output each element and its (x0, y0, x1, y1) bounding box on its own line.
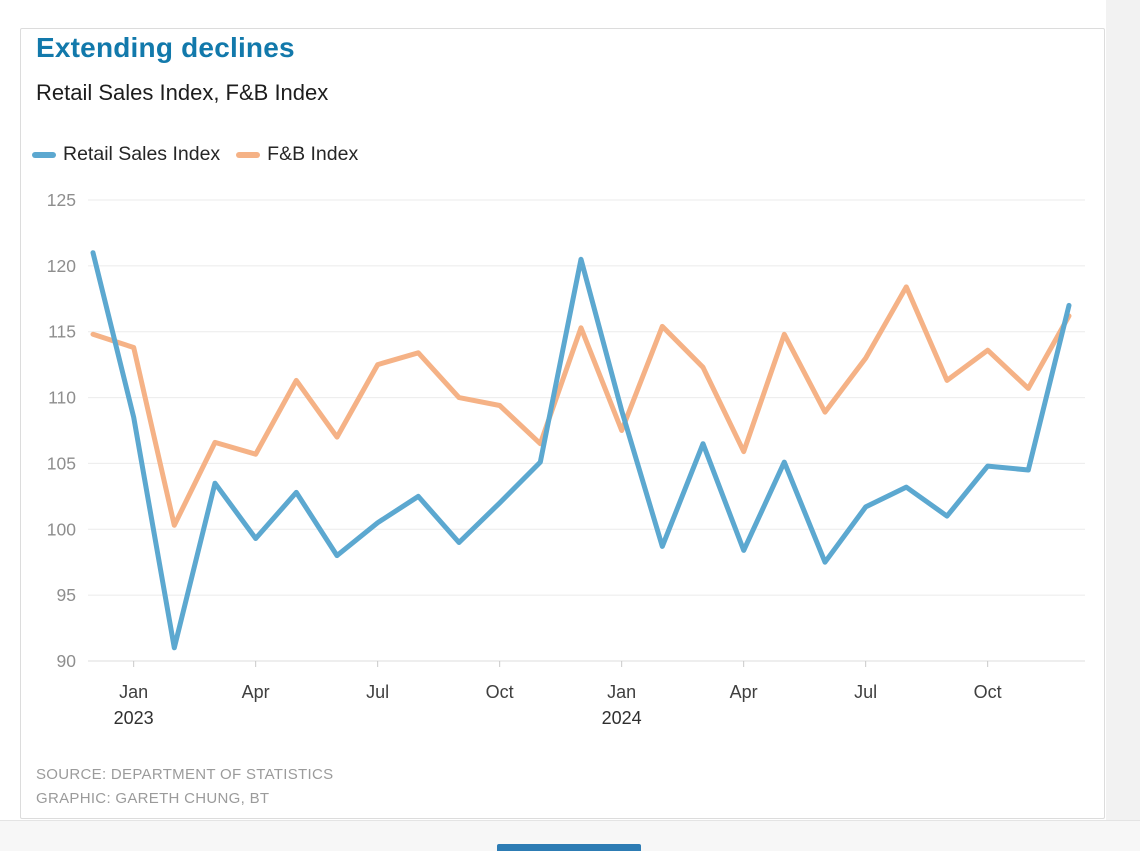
y-tick-label: 105 (47, 453, 76, 473)
y-tick-label: 90 (57, 651, 77, 671)
x-tick-label: Apr (242, 682, 270, 702)
legend-swatch-fb-icon (236, 151, 261, 158)
legend-label-fb: F&B Index (267, 143, 359, 165)
x-tick-label: Oct (974, 682, 1002, 702)
y-gridlines (88, 199, 1085, 662)
chart-title: Extending declines (36, 32, 295, 63)
y-tick-label: 120 (47, 256, 76, 276)
x-tick-label: Apr (730, 682, 758, 702)
x-tick-label: Jul (854, 682, 877, 702)
chart-subtitle: Retail Sales Index, F&B Index (36, 80, 329, 105)
y-tick-label: 115 (48, 322, 76, 342)
y-tick-label: 100 (47, 519, 76, 539)
chart-footer: SOURCE: DEPARTMENT OF STATISTICS GRAPHIC… (36, 763, 333, 811)
legend-item-fb-index: F&B Index (236, 143, 358, 166)
legend-swatch-retail-icon (32, 151, 56, 158)
series-line-retail-sales-index (90, 250, 1072, 651)
legend-item-retail-sales-index: Retail Sales Index (32, 143, 220, 166)
x-tick-year-label: 2023 (114, 708, 154, 728)
y-tick-label: 125 (47, 190, 76, 210)
x-axis-ticks: Jan 2023 Apr Jul Oct Jan 2024 Apr Jul Oct (114, 661, 1002, 728)
x-tick-label: Jan (119, 682, 148, 702)
chart-legend: Retail Sales Index F&B Index (32, 143, 358, 166)
page-right-gutter (1106, 0, 1140, 820)
chart-card (20, 28, 1105, 819)
legend-label-retail: Retail Sales Index (63, 143, 221, 165)
series-line-f-b-index (90, 284, 1072, 528)
x-tick-year-label: 2024 (602, 708, 642, 728)
y-axis-labels: 90 95 100 105 110 115 120 125 (47, 190, 76, 671)
y-tick-label: 110 (48, 388, 76, 408)
partially-visible-blue-bar[interactable] (497, 844, 641, 851)
x-tick-label: Jan (607, 682, 636, 702)
x-tick-label: Jul (366, 682, 389, 702)
credit-line: GRAPHIC: GARETH CHUNG, BT (36, 790, 270, 807)
y-tick-label: 95 (57, 585, 76, 605)
x-tick-label: Oct (486, 682, 514, 702)
source-line: SOURCE: DEPARTMENT OF STATISTICS (36, 766, 334, 783)
